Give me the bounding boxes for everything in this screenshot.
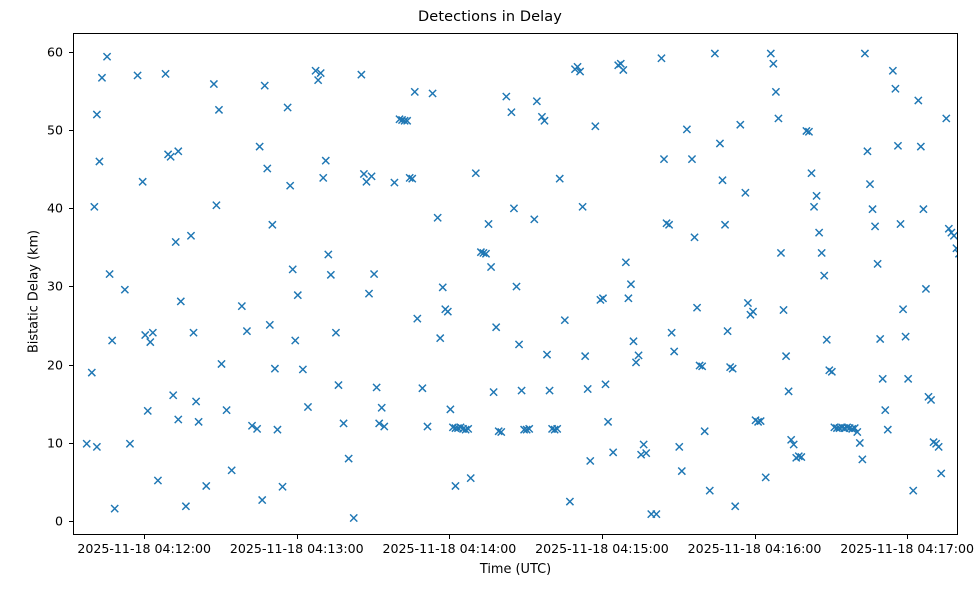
- scatter-series: [82, 49, 957, 523]
- x-tick-label: 2025-11-18 04:12:00: [77, 541, 212, 556]
- x-tick-mark: [601, 535, 603, 539]
- x-tick-label: 2025-11-18 04:16:00: [687, 541, 822, 556]
- x-tick-label: 2025-11-18 04:14:00: [382, 541, 517, 556]
- y-tick-mark: [69, 442, 73, 444]
- x-tick-mark: [449, 535, 451, 539]
- x-tick-label: 2025-11-18 04:15:00: [535, 541, 669, 556]
- plot-area: [73, 33, 958, 535]
- x-tick-mark: [144, 535, 146, 539]
- y-tick-label: 10: [46, 435, 63, 451]
- chart-title: Detections in Delay: [418, 9, 562, 25]
- y-tick-label: 50: [46, 122, 63, 138]
- x-tick-label: 2025-11-18 04:17:00: [840, 541, 975, 556]
- y-tick-mark: [69, 364, 73, 366]
- x-tick-mark: [296, 535, 298, 539]
- x-tick-mark: [754, 535, 756, 539]
- y-tick-mark: [69, 51, 73, 53]
- y-tick-label: 20: [46, 357, 63, 373]
- y-tick-label: 40: [46, 200, 63, 216]
- x-tick-label: 2025-11-18 04:13:00: [229, 541, 364, 556]
- y-tick-label: 60: [46, 44, 63, 60]
- y-tick-mark: [69, 208, 73, 210]
- y-tick-mark: [69, 129, 73, 131]
- x-axis-label: Time (UTC): [479, 562, 552, 577]
- y-tick-mark: [69, 286, 73, 288]
- y-tick-label: 30: [46, 278, 63, 294]
- y-axis-label: Bistatic Delay (km): [26, 229, 42, 354]
- x-tick-mark: [907, 535, 909, 539]
- y-tick-label: 0: [54, 513, 63, 529]
- y-tick-mark: [69, 520, 73, 522]
